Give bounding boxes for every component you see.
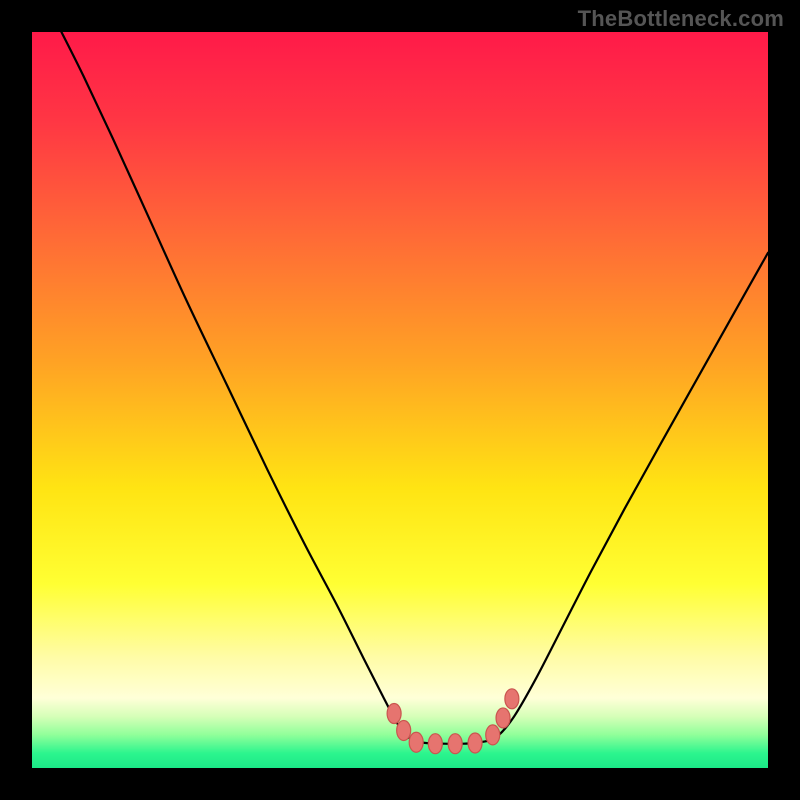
curve-marker [397,720,411,740]
curve-marker [486,725,500,745]
curve-marker [428,734,442,754]
curve-marker [448,734,462,754]
plot-area [32,32,768,768]
watermark-text: TheBottleneck.com [578,6,784,32]
curve-marker [505,689,519,709]
curve-marker [409,732,423,752]
gradient-background [32,32,768,768]
curve-marker [468,733,482,753]
chart-svg [32,32,768,768]
curve-marker [387,704,401,724]
curve-marker [496,708,510,728]
